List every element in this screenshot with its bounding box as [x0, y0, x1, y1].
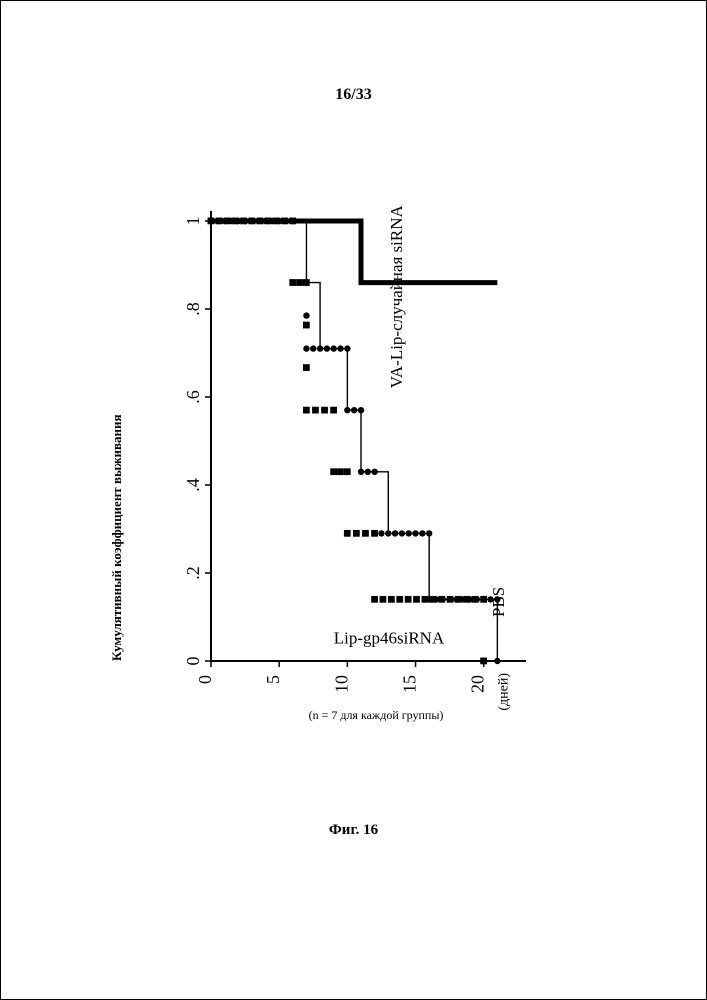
svg-text:15: 15 — [400, 675, 420, 693]
page-number: 16/33 — [1, 86, 706, 104]
y-axis-title: Кумулятивный коэффициент выживания — [109, 414, 125, 661]
chart-svg: 0.2.4.6.8105101520(дней)(n = 7 для каждо… — [151, 181, 558, 741]
svg-text:1: 1 — [183, 217, 203, 226]
page: 16/33 0.2.4.6.8105101520(дней)(n = 7 для… — [0, 0, 707, 1000]
svg-text:0: 0 — [195, 675, 215, 684]
svg-text:0: 0 — [183, 657, 203, 666]
svg-text:(n = 7 для каждой группы): (n = 7 для каждой группы) — [309, 708, 444, 722]
svg-text:.4: .4 — [183, 478, 203, 492]
svg-text:5: 5 — [263, 675, 283, 684]
svg-text:PBS: PBS — [489, 587, 508, 617]
survival-chart: 0.2.4.6.8105101520(дней)(n = 7 для каждо… — [151, 181, 558, 741]
svg-text:Lip-gp46siRNA: Lip-gp46siRNA — [334, 628, 445, 647]
svg-text:.6: .6 — [183, 390, 203, 404]
svg-text:.2: .2 — [183, 566, 203, 580]
svg-text:.8: .8 — [183, 302, 203, 316]
svg-text:10: 10 — [331, 675, 351, 693]
figure-caption: Фиг. 16 — [1, 822, 706, 839]
svg-text:VA-Lip-случайная siRNA: VA-Lip-случайная siRNA — [387, 205, 406, 389]
svg-text:20: 20 — [468, 675, 488, 693]
svg-text:(дней): (дней) — [497, 673, 512, 711]
